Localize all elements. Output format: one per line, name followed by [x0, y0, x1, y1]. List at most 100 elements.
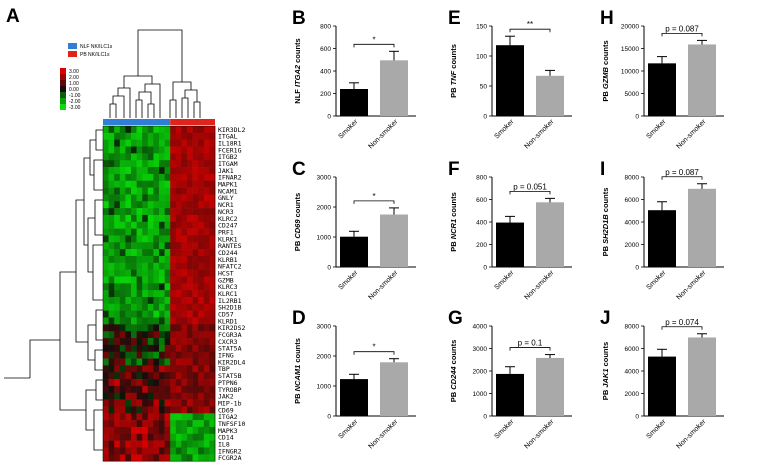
- y-tick-label: 0: [635, 413, 639, 420]
- heatmap-cell: [175, 310, 182, 318]
- heatmap-cell: [181, 351, 188, 359]
- heatmap-cell: [136, 146, 143, 154]
- heatmap-cell: [147, 426, 154, 435]
- gene-label: ITGB2: [218, 153, 238, 161]
- gene-label: KLRK1: [218, 235, 238, 243]
- heatmap-cell: [209, 440, 216, 448]
- heatmap-cell: [209, 187, 216, 195]
- heatmap-cell: [192, 399, 199, 407]
- heatmap-cell: [164, 269, 171, 277]
- heatmap-cell: [125, 338, 132, 346]
- heatmap-cell: [209, 372, 216, 380]
- heatmap-cell: [159, 338, 165, 346]
- heatmap-cell: [203, 392, 210, 400]
- heatmap-cell: [103, 358, 109, 366]
- heatmap-cell: [125, 235, 132, 243]
- heatmap-cell: [108, 406, 115, 414]
- heatmap-cell: [136, 283, 143, 291]
- heatmap-cell: [131, 413, 137, 421]
- heatmap-cell: [147, 242, 154, 250]
- heatmap-cell: [164, 146, 171, 154]
- dendrogram-branch: [29, 339, 60, 378]
- heatmap-cell: [153, 269, 160, 277]
- heatmap-cell: [175, 235, 182, 243]
- heatmap-cell: [164, 447, 171, 455]
- heatmap-cell: [170, 454, 177, 462]
- heatmap-cell: [142, 433, 149, 441]
- heatmap-cell: [153, 413, 160, 421]
- heatmap-cell: [170, 440, 177, 448]
- heatmap-cell: [170, 358, 177, 366]
- heatmap-cell: [108, 173, 115, 182]
- heatmap-cell: [147, 235, 154, 243]
- heatmap-cell: [209, 242, 216, 250]
- heatmap-cell: [103, 228, 109, 236]
- heatmap-cell: [114, 344, 121, 353]
- heatmap-cell: [209, 317, 216, 325]
- heatmap-cell: [136, 331, 143, 339]
- heatmap-cell: [147, 433, 154, 441]
- bar-smoker: [496, 222, 524, 267]
- heatmap-cell: [136, 406, 143, 414]
- significance-bracket: [353, 351, 395, 355]
- heatmap-cell: [164, 160, 171, 168]
- heatmap-cell: [136, 242, 143, 250]
- heatmap-cell: [131, 338, 137, 346]
- heatmap-cell: [203, 214, 210, 223]
- heatmap-cell: [125, 344, 132, 353]
- heatmap-cell: [198, 126, 205, 134]
- heatmap-cell: [187, 454, 193, 462]
- heatmap-cell: [203, 255, 210, 264]
- gene-label: STAT5B: [218, 372, 242, 380]
- heatmap-cell: [119, 338, 126, 346]
- heatmap-cell: [153, 440, 160, 448]
- heatmap-cell: [114, 290, 121, 298]
- heatmap-cell: [114, 365, 121, 373]
- heatmap-cell: [159, 399, 165, 407]
- heatmap-cell: [175, 262, 182, 270]
- heatmap-cell: [164, 433, 171, 441]
- dendrogram-branch: [93, 159, 103, 191]
- heatmap-cell: [119, 433, 126, 441]
- heatmap-cell: [119, 310, 126, 318]
- gene-label: MIP-1b: [218, 399, 242, 407]
- heatmap-cell: [153, 310, 160, 318]
- heatmap-cell: [103, 290, 109, 298]
- heatmap-cell: [147, 255, 154, 264]
- heatmap-cell: [209, 310, 216, 318]
- heatmap-cell: [181, 126, 188, 134]
- heatmap-cell: [209, 413, 216, 421]
- gene-label: KIR3DL2: [218, 126, 245, 134]
- heatmap-cell: [192, 365, 199, 373]
- heatmap-cell: [192, 392, 199, 400]
- heatmap-cell: [170, 132, 177, 140]
- heatmap-cell: [159, 146, 165, 154]
- y-tick-label: 800: [476, 174, 487, 181]
- y-tick-label: 6000: [625, 346, 640, 353]
- gene-label: STAT5A: [218, 345, 242, 353]
- heatmap-cell: [187, 365, 193, 373]
- heatmap-cell: [170, 433, 177, 441]
- gene-label: MAPK1: [218, 181, 238, 189]
- heatmap-cell: [131, 228, 137, 236]
- heatmap-cell: [203, 426, 210, 435]
- bar-non-smoker: [688, 44, 716, 117]
- heatmap-cell: [159, 331, 165, 339]
- heatmap-cell: [209, 420, 216, 428]
- panel-label: D: [292, 308, 306, 329]
- heatmap-cell: [103, 132, 109, 140]
- gene-label: FCGR3A: [218, 331, 242, 339]
- heatmap-cell: [192, 187, 199, 195]
- heatmap-cell: [159, 433, 165, 441]
- gene-label: SH2D1B: [218, 304, 242, 312]
- heatmap-cell: [181, 132, 188, 140]
- color-scale-swatch: [60, 104, 66, 110]
- heatmap-cell: [153, 235, 160, 243]
- heatmap-cell: [119, 324, 126, 332]
- heatmap-cell: [125, 385, 132, 394]
- heatmap-cell: [187, 440, 193, 448]
- heatmap-cell: [175, 214, 182, 223]
- heatmap-cell: [131, 399, 137, 407]
- heatmap-cell: [114, 303, 121, 311]
- heatmap-cell: [159, 283, 165, 291]
